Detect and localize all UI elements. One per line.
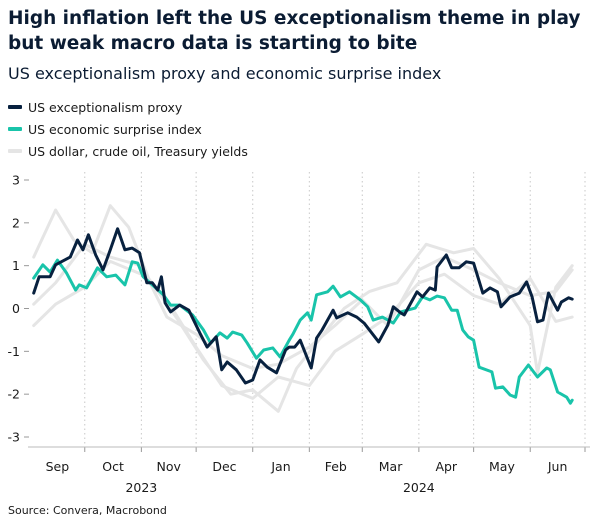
y-tick-label: -3 [8,430,20,445]
y-tick-label: 1 [12,258,20,273]
x-tick-label: Oct [102,459,124,474]
x-tick-label: Nov [157,459,182,474]
x-tick-label: Feb [325,459,347,474]
x-tick-label: Apr [435,459,457,474]
chart-subtitle: US exceptionalism proxy and economic sur… [8,64,442,83]
series-line-us-economic-surprise-index [32,258,574,405]
legend-label: US dollar, crude oil, Treasury yields [28,143,248,159]
legend-label: US economic surprise index [28,121,202,137]
y-tick-label: 3 [12,173,20,188]
legend-swatch-proxy [8,105,22,109]
x-tick-label: Mar [379,459,403,474]
series-line-grey-2 [32,204,574,413]
series-line-grey-3 [32,259,574,400]
y-tick-label: -1 [8,344,20,359]
y-tick-label: -2 [8,387,20,402]
legend-swatch-other [8,149,22,153]
x-tick-label: Jan [270,459,290,474]
legend-item-other: US dollar, crude oil, Treasury yields [8,140,248,162]
x-tick-label: Sep [46,459,70,474]
legend-swatch-surprise [8,127,22,131]
legend-label: US exceptionalism proxy [28,99,183,115]
source-note: Source: Convera, Macrobond [8,504,167,517]
x-tick-label: Dec [212,459,236,474]
series-line-grey-4 [32,242,574,370]
year-label: 2024 [403,480,435,495]
legend-item-proxy: US exceptionalism proxy [8,96,248,118]
y-tick-label: 2 [12,215,20,230]
x-tick-label: Jun [547,459,568,474]
chart-title: High inflation left the US exceptionalis… [8,8,581,54]
legend: US exceptionalism proxy US economic surp… [8,96,248,162]
series-line-us-exceptionalism-proxy [32,227,574,385]
x-tick-label: May [489,459,515,474]
y-tick-label: 0 [12,301,20,316]
year-label: 2023 [125,480,157,495]
legend-item-surprise: US economic surprise index [8,118,248,140]
